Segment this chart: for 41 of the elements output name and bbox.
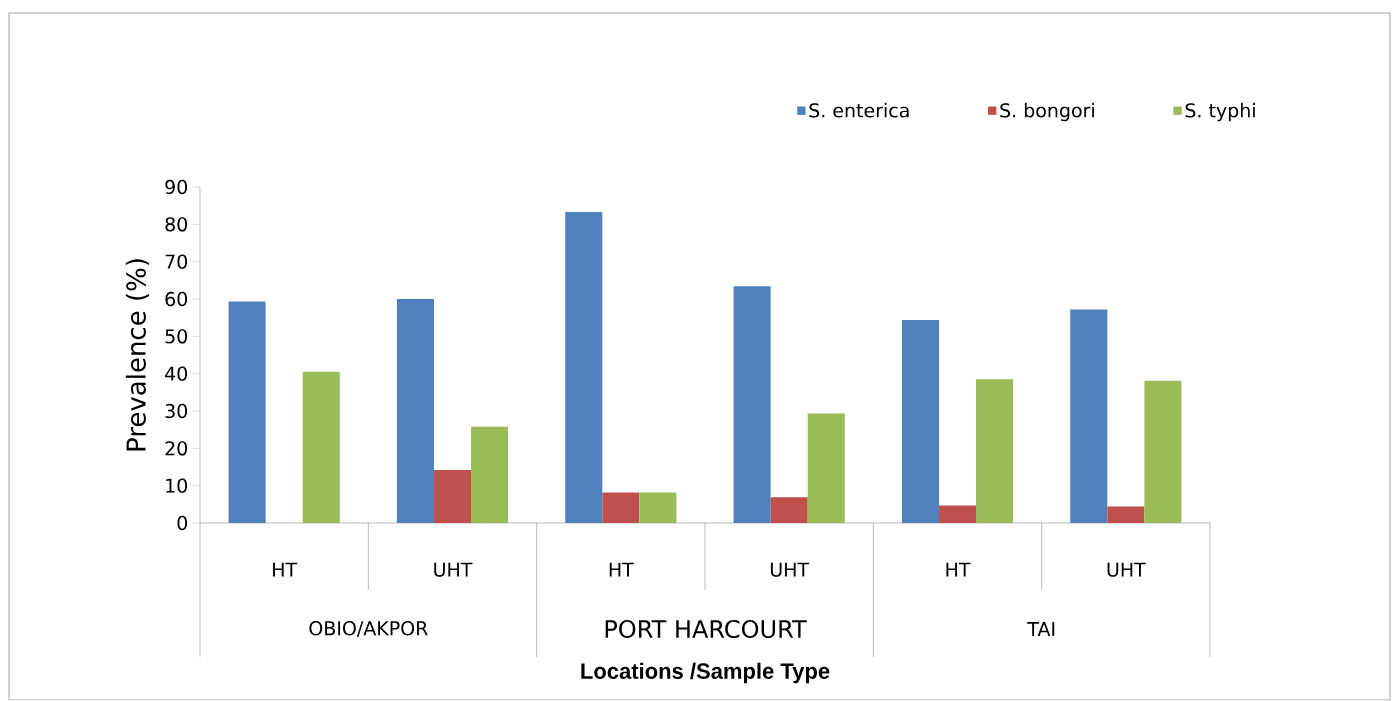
text: TAI bbox=[1027, 622, 1055, 637]
y-tick-label: 40 bbox=[165, 366, 188, 382]
legend-label: S. bongori bbox=[1000, 103, 1094, 122]
legend-label: S. typhi bbox=[1185, 103, 1255, 122]
legend-label: S. enterica bbox=[809, 103, 909, 118]
y-tick-label: 80 bbox=[165, 217, 188, 232]
bar bbox=[770, 497, 808, 524]
x-tick-label: UHT bbox=[1107, 562, 1146, 578]
bar bbox=[976, 379, 1014, 524]
bar bbox=[565, 212, 603, 524]
x-tick-label: UHT bbox=[434, 562, 473, 578]
bar bbox=[602, 492, 640, 524]
bar bbox=[433, 470, 472, 524]
y-tick-label: 50 bbox=[165, 329, 188, 344]
bar bbox=[228, 301, 266, 524]
text: OBIO/AKPOR bbox=[309, 621, 428, 638]
y-tick-label: 10 bbox=[166, 478, 188, 494]
bar bbox=[639, 492, 677, 524]
bar bbox=[1107, 506, 1145, 524]
bar bbox=[1144, 380, 1182, 524]
bar bbox=[733, 286, 771, 524]
y-tick-label: 60 bbox=[165, 292, 188, 307]
x-tick-label: HT bbox=[946, 562, 971, 577]
x-tick-label: UHT bbox=[770, 562, 810, 578]
bar bbox=[807, 413, 845, 524]
y-tick-label: 20 bbox=[165, 441, 188, 456]
y-tick-label: 90 bbox=[165, 180, 188, 195]
y-tick-label: 0 bbox=[177, 516, 188, 531]
bar bbox=[302, 372, 340, 524]
y-tick-label: 70 bbox=[165, 254, 188, 270]
bar bbox=[471, 426, 509, 524]
bar bbox=[901, 320, 939, 524]
y-axis-title: Prevalence (%) bbox=[125, 259, 149, 451]
x-axis-title: Locations /Sample Type bbox=[581, 662, 830, 684]
x-tick-label: HT bbox=[273, 562, 298, 577]
text: PORT HARCOURT bbox=[605, 620, 807, 639]
y-tick-label: 30 bbox=[165, 404, 188, 419]
x-tick-label: HT bbox=[609, 562, 634, 577]
bar bbox=[396, 299, 434, 524]
bar bbox=[1070, 309, 1108, 524]
bar bbox=[938, 505, 977, 524]
